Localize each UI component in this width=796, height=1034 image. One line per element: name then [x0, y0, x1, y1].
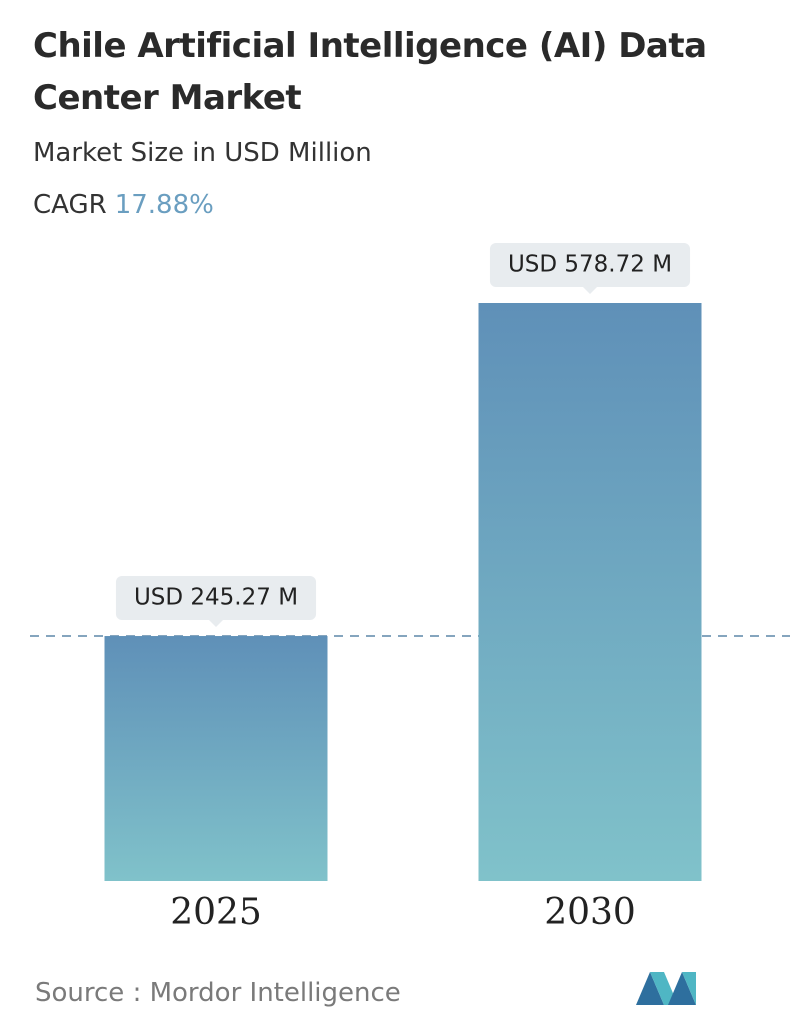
cagr-value: 17.88%	[114, 190, 214, 220]
callout-pointer	[582, 286, 598, 294]
callout-box	[115, 576, 317, 621]
chart-subtitle: Market Size in USD Million	[33, 138, 372, 168]
value-label: USD 578.72 M	[508, 252, 672, 278]
bar	[104, 636, 328, 881]
value-callout: USD 245.27 M	[115, 576, 317, 628]
cagr-label: CAGR	[33, 190, 107, 220]
bar	[478, 303, 702, 881]
callout-box	[489, 243, 691, 287]
value-label: USD 245.27 M	[134, 585, 298, 611]
logo	[636, 972, 696, 1005]
value-callout: USD 578.72 M	[489, 243, 691, 294]
source: Source : Mordor Intelligence	[35, 978, 401, 1008]
cagr: CAGR 17.88%	[33, 190, 214, 220]
callout-pointer	[208, 619, 224, 628]
chart-title: Chile Artificial Intelligence (AI) Data …	[33, 26, 707, 118]
x-tick-label: 2030	[544, 892, 636, 933]
x-tick-label: 2025	[170, 892, 262, 933]
